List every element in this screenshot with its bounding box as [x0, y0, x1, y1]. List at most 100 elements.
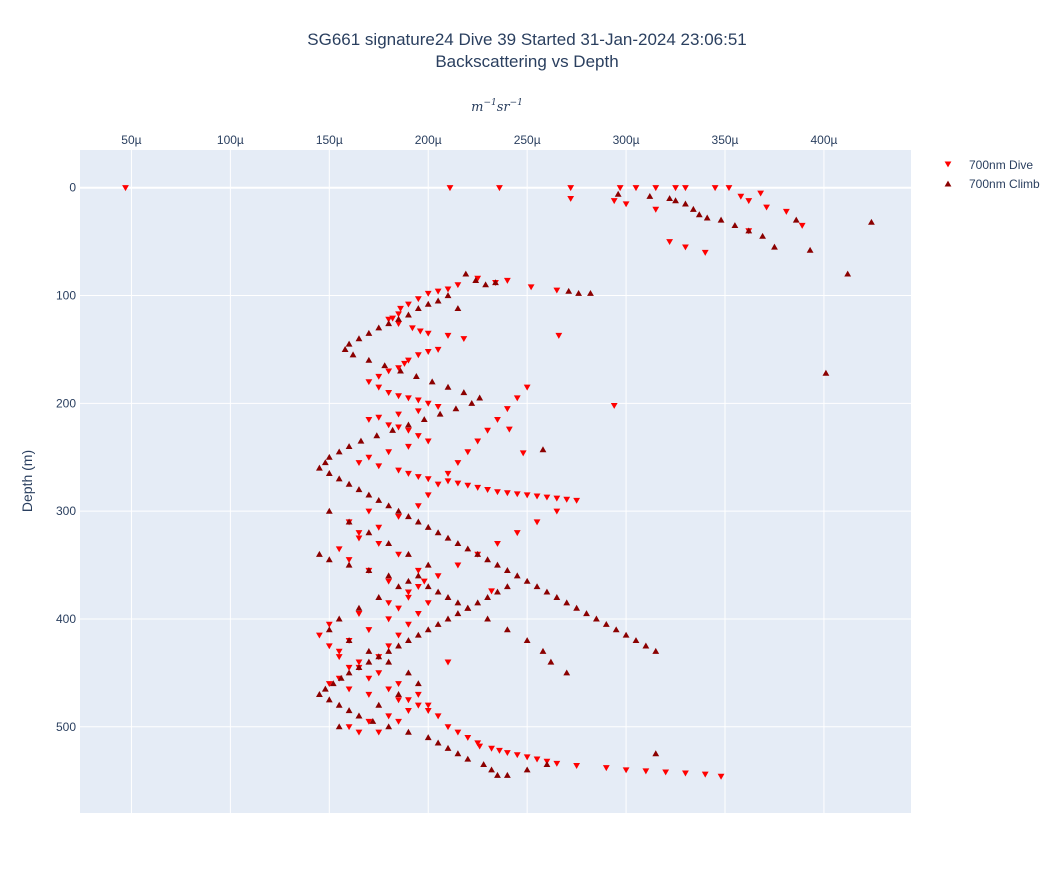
climb-point: [329, 680, 337, 687]
climb-point: [325, 626, 333, 633]
climb-point: [672, 197, 679, 204]
dive-point: [385, 600, 393, 607]
dive-point: [632, 185, 640, 192]
climb-point: [395, 583, 402, 590]
dive-point: [454, 282, 462, 289]
dive-point: [682, 185, 689, 192]
climb-point: [444, 383, 452, 390]
dive-point: [414, 397, 422, 404]
climb-point: [482, 281, 490, 288]
dive-point: [424, 476, 432, 483]
dive-point: [533, 493, 541, 500]
climb-point: [444, 292, 452, 299]
climb-point: [563, 599, 571, 606]
dive-point: [414, 567, 422, 574]
dive-point: [555, 332, 563, 339]
dive-point: [763, 204, 770, 211]
climb-point: [682, 200, 689, 207]
climb-point: [355, 486, 363, 493]
plot-area[interactable]: [80, 150, 911, 813]
x-tick-label: 400µ: [810, 133, 837, 147]
climb-point: [523, 766, 531, 773]
dive-point: [395, 311, 402, 318]
dive-point: [553, 495, 561, 502]
climb-point: [424, 626, 432, 633]
dive-point: [488, 588, 495, 595]
climb-point: [468, 399, 476, 406]
dive-point: [414, 691, 422, 698]
climb-point: [405, 513, 412, 520]
dive-point: [444, 470, 452, 477]
chart-title-line2: Backscattering vs Depth: [435, 52, 618, 71]
climb-point: [454, 540, 462, 547]
climb-point: [373, 432, 381, 439]
dive-point: [444, 659, 452, 666]
climb-point: [381, 362, 389, 369]
dive-point: [474, 275, 482, 282]
dive-point: [424, 702, 432, 709]
legend[interactable]: 700nm Dive 700nm Climb: [944, 158, 1040, 191]
dive-point: [434, 288, 442, 295]
dive-point: [395, 551, 402, 558]
climb-point: [345, 443, 353, 450]
dive-point: [385, 578, 393, 585]
climb-point: [533, 583, 541, 590]
dive-point: [652, 206, 660, 213]
climb-point: [375, 324, 383, 331]
climb-point: [513, 572, 521, 579]
dive-point: [385, 616, 393, 623]
dive-point: [355, 535, 363, 542]
climb-point: [488, 766, 495, 773]
climb-point: [868, 218, 875, 225]
climb-point: [464, 604, 472, 611]
x-tick-label: 100µ: [217, 133, 244, 147]
climb-point: [355, 604, 363, 611]
dive-point: [464, 449, 472, 456]
dive-point: [553, 760, 561, 767]
y-tick-label: 200: [56, 396, 76, 410]
dive-point: [395, 467, 402, 474]
climb-point: [543, 588, 551, 595]
dive-point: [666, 239, 674, 246]
dive-point: [494, 416, 501, 423]
climb-point: [365, 647, 373, 654]
dive-point: [375, 524, 383, 531]
dive-point: [414, 296, 422, 303]
climb-point: [414, 680, 422, 687]
dive-point: [405, 621, 412, 628]
climb-point: [474, 550, 482, 557]
dive-point: [405, 470, 412, 477]
dive-point: [622, 767, 630, 774]
x-tick-label: 150µ: [316, 133, 343, 147]
dive-point: [414, 503, 422, 510]
climb-point: [444, 534, 452, 541]
dive-point: [610, 402, 618, 409]
climb-point: [444, 744, 452, 751]
dive-point: [474, 438, 482, 445]
dive-point: [365, 379, 373, 386]
climb-point: [474, 599, 482, 606]
climb-point: [452, 405, 460, 412]
dive-point: [464, 482, 472, 489]
dive-point: [414, 352, 422, 359]
climb-point: [316, 691, 323, 697]
climb-point: [325, 507, 333, 514]
legend-item-climb[interactable]: 700nm Climb: [944, 177, 1040, 191]
dive-point: [460, 336, 468, 343]
dive-point: [454, 460, 462, 467]
climb-point: [414, 631, 422, 638]
climb-point: [395, 691, 402, 697]
climb-point: [593, 615, 600, 622]
dive-point: [405, 301, 412, 308]
climb-point: [405, 421, 412, 428]
dive-point: [662, 769, 670, 776]
dive-point: [484, 487, 491, 493]
dive-point: [385, 390, 393, 396]
x-tick-label: 250µ: [514, 133, 541, 147]
dive-point: [652, 185, 660, 192]
climb-point: [484, 556, 491, 563]
climb-point: [547, 658, 555, 665]
legend-item-dive[interactable]: 700nm Dive: [944, 158, 1034, 172]
dive-point: [474, 740, 482, 747]
climb-point: [325, 556, 333, 563]
